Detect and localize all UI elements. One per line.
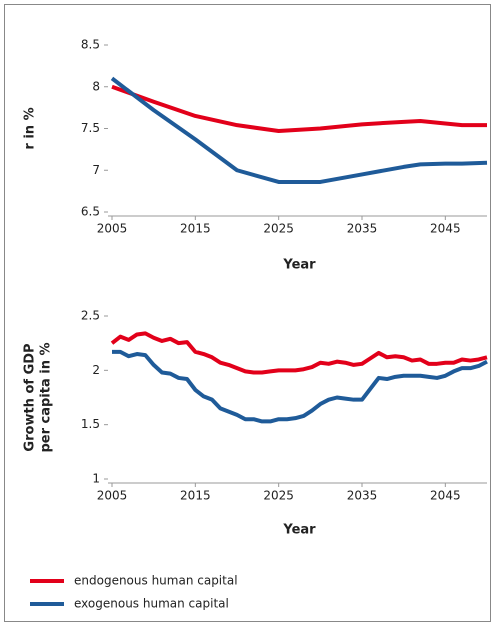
y-tick-label: 1.5 xyxy=(81,417,100,431)
x-tick-label: 2025 xyxy=(263,222,294,236)
x-tick-label: 2045 xyxy=(430,222,461,236)
y-tick-label: 6.5 xyxy=(81,205,100,219)
y-axis-label: r in % xyxy=(23,107,38,149)
series-line xyxy=(111,84,487,134)
series-line xyxy=(110,331,488,375)
x-tick-label: 2025 xyxy=(263,489,294,503)
y-tick-label: 1 xyxy=(92,472,100,486)
series-line xyxy=(110,76,488,184)
y-axis-label: Growth of GDP xyxy=(23,343,38,451)
x-tick-label: 2005 xyxy=(97,489,128,503)
legend-label: exogenous human capital xyxy=(74,597,229,611)
x-tick-label: 2015 xyxy=(180,489,211,503)
legend-label: endogenous human capital xyxy=(74,574,238,588)
x-tick-label: 2005 xyxy=(97,222,128,236)
x-axis-label: Year xyxy=(282,523,316,538)
x-tick-label: 2035 xyxy=(347,489,378,503)
frame xyxy=(4,4,491,622)
y-tick-label: 2 xyxy=(92,363,100,377)
x-tick-label: 2015 xyxy=(180,222,211,236)
y-tick-label: 2.5 xyxy=(81,309,100,323)
y-tick-label: 7.5 xyxy=(81,121,100,135)
y-axis-label: per capita in % xyxy=(39,342,54,452)
x-tick-label: 2035 xyxy=(347,222,378,236)
y-tick-label: 7 xyxy=(92,163,100,177)
x-tick-label: 2045 xyxy=(430,489,461,503)
y-tick-label: 8 xyxy=(92,79,100,93)
series-line xyxy=(112,349,488,424)
x-axis-label: Year xyxy=(282,258,316,273)
y-tick-label: 8.5 xyxy=(81,38,100,52)
